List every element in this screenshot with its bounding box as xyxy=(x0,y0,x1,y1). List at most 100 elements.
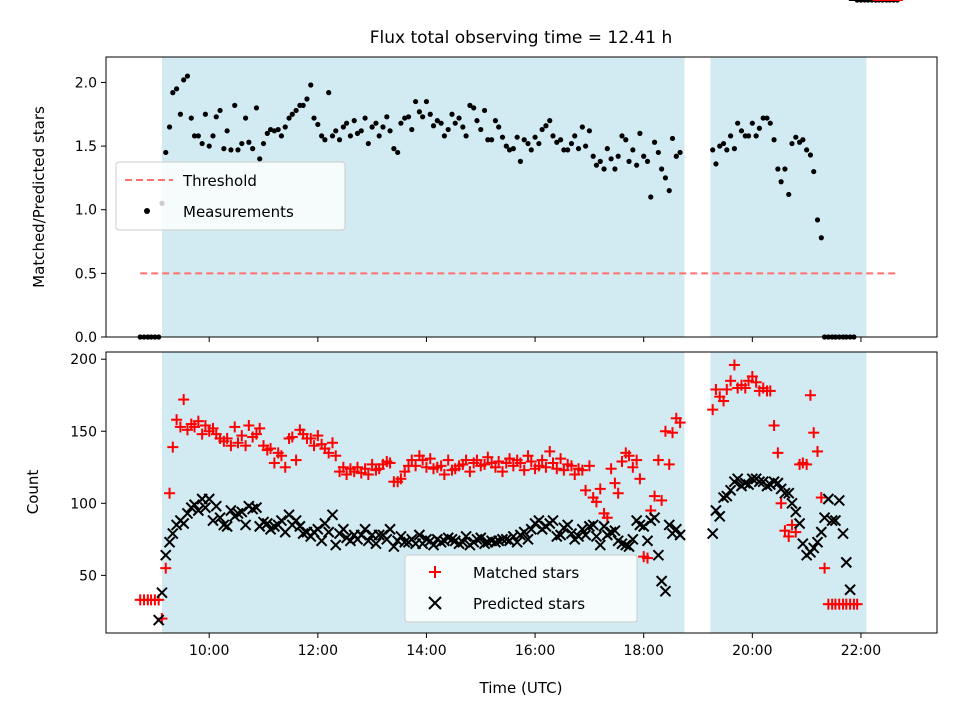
measurements-point xyxy=(558,137,564,143)
matched-stars-point xyxy=(631,454,643,466)
predicted-stars-point xyxy=(427,539,440,551)
matched-stars-point xyxy=(225,440,237,452)
matched-stars-point xyxy=(558,464,570,476)
axes-frame xyxy=(105,56,938,338)
measurements-point xyxy=(767,120,773,126)
predicted-stars-point xyxy=(663,519,675,531)
measurements-point xyxy=(789,140,795,147)
matched-stars-point xyxy=(507,460,519,472)
matched-stars-point xyxy=(707,404,719,416)
predicted-stars-point xyxy=(337,523,350,535)
predicted-stars-point xyxy=(475,532,487,544)
matched-stars-point xyxy=(417,454,429,466)
matched-stars-point xyxy=(243,419,255,431)
matched-stars-point xyxy=(551,463,563,475)
predicted-stars-point xyxy=(627,533,639,546)
measurements-point xyxy=(724,147,730,153)
predicted-stars-point xyxy=(753,475,766,488)
measurements-point xyxy=(804,147,810,153)
count-legend: Matched stars Predicted stars xyxy=(404,554,638,623)
matched-stars-point xyxy=(493,456,505,468)
measurements-point xyxy=(434,118,440,124)
matched-stars-point xyxy=(232,437,244,449)
predicted-stars-point xyxy=(674,529,686,541)
matched-stars-point xyxy=(718,395,730,407)
predicted-stars-point xyxy=(210,500,222,512)
measurements-point xyxy=(601,166,607,172)
measurements-point xyxy=(510,146,516,152)
predicted-stars-point xyxy=(731,473,744,485)
x-tick-label: 22:00 xyxy=(841,643,881,659)
measurements-point xyxy=(608,156,614,162)
measurements-point xyxy=(409,126,415,133)
x-tick-label: 16:00 xyxy=(515,643,555,659)
legend-matched-swatch xyxy=(429,566,441,578)
measurements-point xyxy=(315,121,321,128)
predicted-stars-point xyxy=(395,530,407,543)
measurements-point xyxy=(278,133,285,139)
measurements-point xyxy=(293,107,299,114)
matched-stars-point xyxy=(395,473,407,485)
predicted-stars-point xyxy=(554,529,567,541)
matched-stars-point xyxy=(167,441,179,453)
measurements-point xyxy=(239,140,245,147)
predicted-stars-point xyxy=(844,584,856,596)
matched-stars-point xyxy=(337,461,349,473)
matched-stars-point xyxy=(174,421,186,433)
matched-stars-point xyxy=(659,425,671,437)
predicted-stars-point xyxy=(706,527,719,540)
measurements-point xyxy=(467,102,473,108)
predicted-stars-point xyxy=(457,536,469,548)
matched-stars-point xyxy=(384,457,396,469)
measurements-point xyxy=(344,120,350,126)
matched-stars-point xyxy=(627,461,639,473)
predicted-stars-point xyxy=(160,549,172,561)
predicted-stars-point xyxy=(583,520,596,533)
measurements-point xyxy=(579,124,585,130)
measurements-point xyxy=(590,153,596,159)
matched-stars-point xyxy=(326,437,338,449)
predicted-stars-point xyxy=(623,540,635,553)
matched-stars-point xyxy=(779,525,791,537)
matched-stars-point xyxy=(438,468,450,480)
measurements-point xyxy=(228,147,234,153)
measurements-point xyxy=(749,120,755,126)
measurements-point xyxy=(489,137,495,143)
measurements-point xyxy=(420,114,426,120)
predicted-stars-point xyxy=(388,540,400,553)
measurements-point xyxy=(713,161,719,167)
measurements-point xyxy=(286,115,292,121)
matched-stars-point xyxy=(323,447,335,459)
matched-stars-point xyxy=(601,512,613,524)
measurements-point xyxy=(199,140,205,147)
measurements-point xyxy=(405,114,412,120)
measurements-point xyxy=(644,158,651,164)
matched-stars-point xyxy=(207,422,219,434)
predicted-stars-point xyxy=(655,575,668,587)
measurements-point xyxy=(213,114,219,120)
matched-stars-point xyxy=(525,456,537,468)
measurements-point xyxy=(184,73,191,79)
predicted-stars-point xyxy=(297,527,309,540)
predicted-stars-point xyxy=(246,503,259,515)
matched-stars-point xyxy=(435,460,447,472)
measurements-point xyxy=(800,137,806,143)
x-tick-label: 14:00 xyxy=(406,643,446,659)
legend-threshold-label: Threshold xyxy=(182,172,257,190)
matched-stars-point xyxy=(812,445,824,457)
measurements-point xyxy=(717,143,723,149)
predicted-stars-point xyxy=(239,519,252,531)
matched-stars-point xyxy=(275,450,287,462)
predicted-stars-point xyxy=(808,542,820,554)
matched-stars-point xyxy=(612,487,624,499)
matched-stars-point xyxy=(547,457,559,469)
matched-stars-point xyxy=(725,375,737,387)
matched-stars-point xyxy=(496,466,508,478)
predicted-stars-point xyxy=(373,529,385,541)
measurements-point xyxy=(753,133,759,139)
matched-stars-point xyxy=(471,454,483,466)
measurements-point xyxy=(423,98,430,105)
measurements-point xyxy=(474,118,480,124)
legend-predicted-swatch xyxy=(428,596,442,610)
measurements-point xyxy=(648,194,654,200)
